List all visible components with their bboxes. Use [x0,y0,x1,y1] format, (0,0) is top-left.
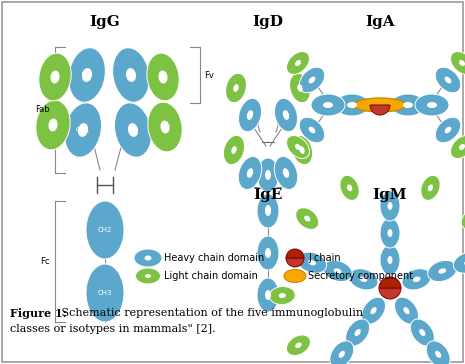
Ellipse shape [311,94,345,116]
Ellipse shape [223,135,245,165]
Ellipse shape [286,52,310,75]
Text: Figure 1:: Figure 1: [10,308,66,319]
Ellipse shape [86,201,124,259]
Ellipse shape [295,60,301,66]
Ellipse shape [145,256,152,261]
Ellipse shape [257,236,279,270]
Ellipse shape [323,260,352,282]
Ellipse shape [402,269,431,290]
Ellipse shape [427,102,437,108]
Ellipse shape [362,297,385,324]
Ellipse shape [335,94,369,116]
Ellipse shape [295,144,301,150]
Ellipse shape [257,158,279,192]
Ellipse shape [274,157,298,190]
Ellipse shape [296,208,319,229]
Ellipse shape [391,94,425,116]
Ellipse shape [340,175,359,200]
Ellipse shape [298,84,303,92]
Ellipse shape [299,117,325,143]
Ellipse shape [419,329,425,336]
Ellipse shape [135,268,160,284]
Text: VH: VH [82,72,92,78]
Ellipse shape [359,277,367,282]
Ellipse shape [160,120,170,134]
Ellipse shape [304,215,311,222]
Ellipse shape [257,278,279,312]
Ellipse shape [265,205,271,215]
Text: IgD: IgD [252,15,284,29]
Ellipse shape [286,135,310,158]
Ellipse shape [159,71,167,83]
Ellipse shape [148,102,182,152]
Text: VL: VL [51,74,60,80]
Ellipse shape [380,191,400,221]
Wedge shape [379,277,401,288]
Ellipse shape [464,260,465,265]
Ellipse shape [438,268,446,274]
Ellipse shape [387,202,392,210]
Ellipse shape [82,68,92,82]
Ellipse shape [347,102,357,108]
Ellipse shape [48,119,58,131]
Ellipse shape [435,117,461,143]
Ellipse shape [451,135,465,158]
Ellipse shape [51,71,60,83]
Text: Fv: Fv [204,71,214,79]
Ellipse shape [380,218,400,248]
Ellipse shape [114,103,152,157]
Ellipse shape [145,274,151,278]
Text: classes or isotypes in mammals" [2].: classes or isotypes in mammals" [2]. [10,324,216,334]
Ellipse shape [309,127,315,133]
Text: J chain: J chain [308,253,341,263]
Ellipse shape [39,53,71,101]
Wedge shape [379,288,401,299]
Ellipse shape [309,77,315,83]
Ellipse shape [86,264,124,322]
Ellipse shape [410,319,434,346]
Ellipse shape [445,127,452,133]
Text: CL: CL [49,122,57,128]
Ellipse shape [113,48,149,102]
Wedge shape [286,258,304,267]
Text: Schematic representation of the five immunoglobulin: Schematic representation of the five imm… [58,308,363,318]
Ellipse shape [403,102,413,108]
Ellipse shape [459,60,465,66]
Wedge shape [286,249,304,258]
Ellipse shape [290,73,311,103]
Ellipse shape [265,170,271,180]
Ellipse shape [269,286,295,305]
Ellipse shape [347,185,352,191]
Text: IgA: IgA [365,15,395,29]
Text: Heavy chain domain: Heavy chain domain [164,253,264,263]
Ellipse shape [283,168,289,178]
Ellipse shape [323,102,333,108]
Ellipse shape [415,94,449,116]
Ellipse shape [257,194,279,228]
Ellipse shape [292,135,312,165]
Text: IgG: IgG [90,15,120,29]
Ellipse shape [134,249,162,267]
Ellipse shape [274,98,298,132]
Ellipse shape [233,84,239,92]
Ellipse shape [371,307,377,314]
Text: Fab: Fab [35,106,50,115]
Ellipse shape [403,307,410,314]
Text: IgM: IgM [372,188,407,202]
Ellipse shape [428,260,457,282]
Ellipse shape [265,290,271,300]
Ellipse shape [387,229,392,237]
Text: CH3: CH3 [98,290,112,296]
Ellipse shape [428,185,433,191]
Ellipse shape [126,68,136,82]
Ellipse shape [69,48,106,102]
Ellipse shape [330,341,354,364]
Ellipse shape [451,52,465,75]
Ellipse shape [247,168,253,178]
Ellipse shape [426,341,450,364]
Ellipse shape [265,248,271,258]
Wedge shape [370,105,390,115]
Ellipse shape [239,98,261,132]
Text: CH2: CH2 [98,227,112,233]
